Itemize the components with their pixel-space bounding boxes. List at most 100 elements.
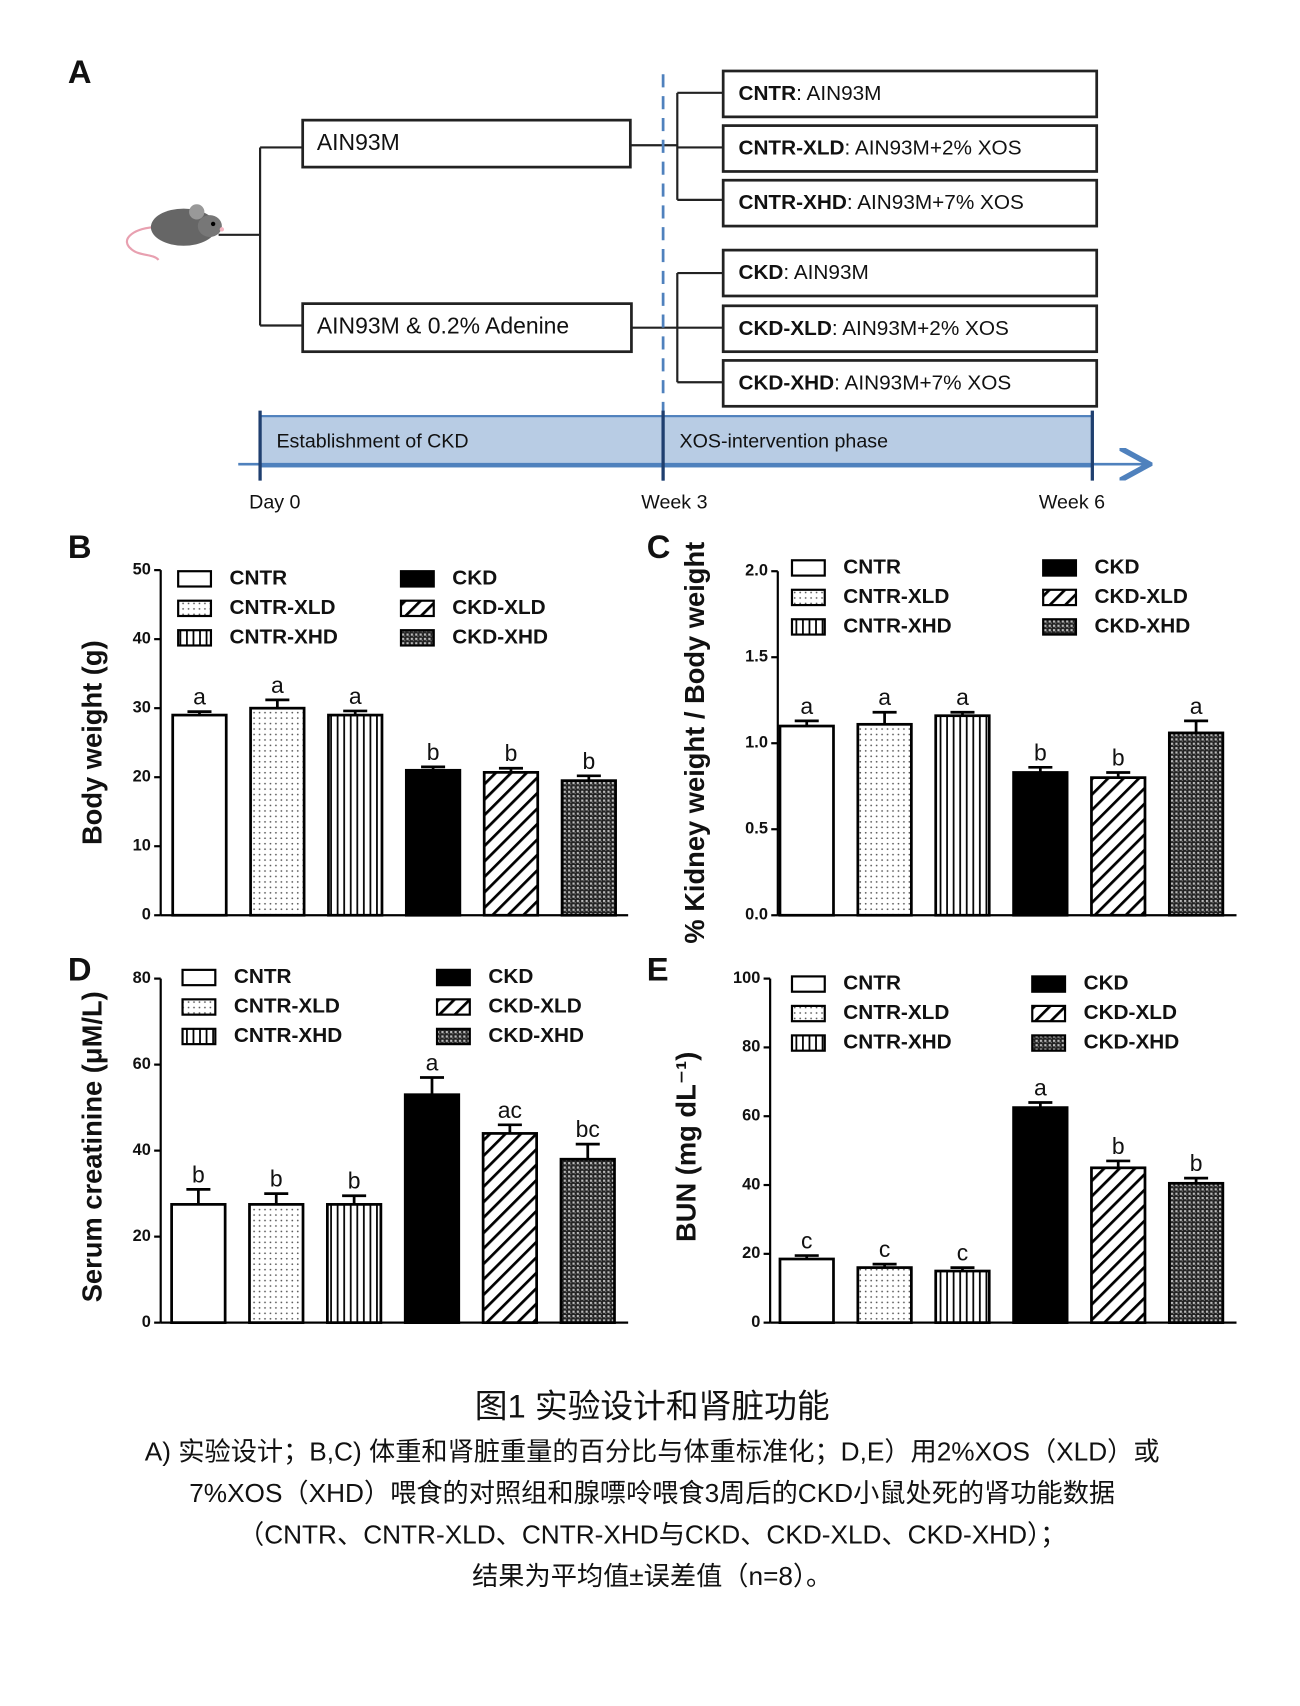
significance-label: b (1112, 1133, 1125, 1159)
y-tick-label: 0.0 (745, 906, 768, 924)
legend-swatch (1042, 618, 1078, 636)
legend-swatch (435, 968, 471, 987)
group-label: CNTR-XHD: AIN93M+7% XOS (738, 192, 1023, 215)
caption-line: A) 实验设计；B,C) 体重和肾脏重量的百分比与体重标准化；D,E）用2%XO… (145, 1437, 1160, 1467)
group-diet: : AIN93M+7% XOS (834, 372, 1011, 395)
bar (170, 1203, 227, 1325)
significance-label: b (1190, 1150, 1203, 1176)
phase-label: XOS-intervention phase (679, 431, 888, 453)
y-tick-label: 1.0 (745, 734, 768, 752)
group-label: CNTR: AIN93M (738, 83, 881, 106)
legend-swatch (790, 618, 826, 636)
y-tick-label: 40 (742, 1175, 760, 1193)
y-axis-label: Serum creatinine (μM/L) (76, 991, 107, 1302)
bar (934, 1269, 991, 1325)
significance-label: bc (576, 1116, 600, 1142)
bar (778, 1257, 835, 1325)
group-name: CKD-XHD (738, 372, 834, 395)
y-tick-label: 100 (733, 969, 760, 987)
bar (778, 724, 835, 917)
legend-swatch (1042, 559, 1078, 577)
group-name: CNTR (738, 83, 796, 106)
legend-swatch (177, 629, 213, 647)
significance-label: b (427, 739, 440, 765)
y-tick-label: 0.5 (745, 820, 768, 838)
group-box (721, 124, 1099, 173)
tree-lines (218, 91, 724, 384)
significance-label: b (1112, 744, 1125, 770)
group-diet: : AIN93M (783, 262, 868, 285)
y-axis-label: Body weight (g) (76, 640, 107, 845)
y-tick-label: 80 (133, 969, 151, 987)
bar (326, 1203, 383, 1325)
legend-swatch (790, 1004, 826, 1023)
legend-label: CNTR-XLD (843, 585, 949, 608)
bar (1012, 771, 1069, 917)
y-tick-label: 40 (133, 1141, 151, 1159)
legend-label: CNTR-XHD (234, 1024, 342, 1047)
significance-label: ac (498, 1097, 522, 1123)
legend-label: CNTR-XLD (234, 994, 340, 1017)
legend-swatch (790, 559, 826, 577)
bar-chart: B Body weight (g) 0 10 20 30 40 50 CNTR CNTR-XLD C… (68, 528, 629, 924)
group-box (721, 69, 1099, 119)
group-name: CNTR-XLD (738, 137, 844, 160)
caption: 图1 实验设计和肾脏功能 A) 实验设计；B,C) 体重和肾脏重量的百分比与体重… (145, 1388, 1160, 1592)
bar (404, 768, 462, 917)
group-name: CNTR-XHD (738, 192, 846, 215)
significance-label: b (348, 1168, 361, 1194)
significance-label: b (270, 1166, 283, 1192)
legend-label: CKD-XLD (452, 596, 545, 619)
legend-label: CKD-XHD (452, 625, 548, 648)
significance-label: a (349, 683, 362, 709)
bar (249, 706, 306, 917)
bar (560, 779, 617, 917)
bar (248, 1203, 305, 1325)
significance-label: a (193, 684, 206, 710)
significance-label: c (879, 1236, 890, 1262)
legend-label: CNTR (234, 965, 292, 988)
y-tick-label: 1.5 (745, 648, 768, 666)
diet-label: AIN93M (317, 129, 400, 155)
bar (171, 713, 228, 917)
y-tick-label: 20 (133, 1227, 151, 1245)
y-tick-label: 10 (133, 837, 151, 855)
legend-swatch (790, 975, 826, 993)
legend-label: CNTR-XLD (230, 596, 336, 619)
timepoint-label: Week 3 (641, 492, 707, 514)
legend-swatch (435, 998, 471, 1016)
legend-label: CKD-XHD (488, 1024, 584, 1047)
group-name: CKD-XLD (738, 317, 831, 340)
caption-line: 7%XOS（XHD）喂食的对照组和腺嘌呤喂食3周后的CKD小鼠处死的肾功能数据 (189, 1478, 1115, 1508)
group-label: CKD-XHD: AIN93M+7% XOS (738, 372, 1011, 395)
y-tick-label: 2.0 (745, 562, 768, 580)
bar (856, 722, 913, 917)
y-tick-label: 20 (742, 1244, 760, 1262)
legend-label: CNTR (843, 972, 901, 995)
legend-label: CNTR (230, 566, 288, 589)
legend-label: CNTR-XHD (843, 1031, 951, 1054)
significance-label: c (801, 1228, 812, 1254)
y-tick-label: 60 (133, 1055, 151, 1073)
y-tick-label: 80 (742, 1038, 760, 1056)
caption-title: 图1 实验设计和肾脏功能 (475, 1388, 830, 1425)
bar (1167, 731, 1225, 917)
bar-chart: E BUN (mg dL⁻¹) 0 20 40 60 80 100 CNTR CNTR-XLD CN… (647, 951, 1237, 1331)
legend-swatch (790, 1034, 826, 1052)
caption-line: （CNTR、CNTR-XLD、CNTR-XHD与CKD、CKD-XLD、CKD-… (238, 1520, 1066, 1550)
significance-label: b (192, 1161, 205, 1187)
significance-label: a (271, 672, 284, 698)
significance-label: b (1034, 739, 1047, 765)
group-label: CKD: AIN93M (738, 262, 868, 285)
bar (856, 1266, 913, 1325)
group-box (721, 178, 1099, 228)
phase-label: Establishment of CKD (276, 431, 468, 453)
bar (403, 1093, 461, 1325)
legend-label: CNTR-XLD (843, 1001, 949, 1024)
legend-swatch (181, 1027, 217, 1046)
y-axis-label: % Kidney weight / Body weight (679, 542, 710, 944)
panel-label: E (647, 951, 669, 988)
legend-label: CNTR (843, 555, 901, 578)
